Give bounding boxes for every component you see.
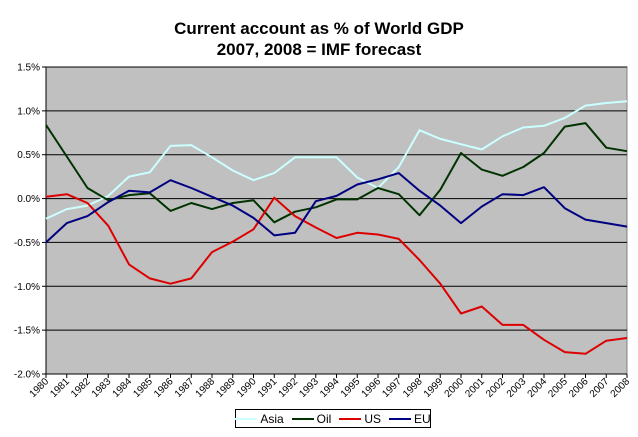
x-tick-label: 1993: [297, 376, 321, 400]
series-line-oil: [45, 122, 628, 224]
x-tick-label: 1994: [318, 376, 342, 400]
x-tick-label: 2006: [567, 376, 591, 400]
x-tick-label: 1998: [401, 376, 425, 400]
x-tick-label: 2000: [443, 376, 467, 400]
x-tick-label: 1984: [111, 376, 135, 400]
legend-label: US: [364, 411, 382, 426]
x-tick-label: 1997: [380, 376, 404, 400]
x-tick-label: 1995: [339, 376, 363, 400]
x-tick-label: 1983: [90, 376, 114, 400]
x-tick-label: 2005: [546, 376, 570, 400]
x-tick-label: 1987: [173, 376, 197, 400]
legend-item-asia: Asia: [235, 411, 284, 426]
x-tick-label: 1989: [214, 376, 238, 400]
x-tick-label: 2001: [463, 376, 487, 400]
y-tick-label: -1.5%: [14, 326, 40, 337]
x-tick-label: 1981: [48, 376, 72, 400]
plot-area: [45, 66, 628, 375]
legend-item-oil: Oil: [291, 411, 332, 426]
y-tick-label: -1.0%: [14, 282, 40, 293]
x-tick-label: 2002: [484, 376, 508, 400]
y-tick-label: 0.5%: [17, 150, 40, 161]
x-tick-label: 1990: [235, 376, 259, 400]
chart-legend: Asia Oil US EU: [235, 409, 431, 428]
legend-swatch: [235, 417, 258, 420]
x-tick-label: 1992: [277, 376, 301, 400]
chart-title: Current account as % of World GDP: [174, 19, 464, 38]
chart-subtitle: 2007, 2008 = IMF forecast: [216, 40, 422, 59]
y-tick-label: 0.0%: [17, 194, 40, 205]
legend-swatch: [339, 417, 362, 420]
x-tick-label: 1982: [69, 376, 93, 400]
x-tick-label: 1988: [194, 376, 218, 400]
x-tick-label: 1985: [131, 376, 155, 400]
x-tick-label: 2004: [526, 376, 550, 400]
x-tick-label: 2007: [588, 376, 612, 400]
legend-label: EU: [414, 411, 431, 426]
y-tick-label: 1.0%: [17, 106, 40, 117]
x-tick-label: 1986: [152, 376, 176, 400]
x-tick-label: 1991: [256, 376, 280, 400]
legend-item-us: US: [339, 412, 381, 426]
y-tick-label: 1.5%: [17, 63, 40, 74]
x-tick-label: 2008: [609, 376, 633, 400]
x-tick-label: 1996: [360, 376, 384, 400]
series-line-asia: [45, 100, 628, 220]
legend-label: Asia: [260, 411, 284, 426]
x-tick-label: 1999: [422, 376, 446, 400]
y-tick-label: -0.5%: [14, 238, 40, 249]
y-tick-label: -2.0%: [14, 370, 40, 381]
x-tick-label: 2003: [505, 376, 529, 400]
legend-swatch: [291, 417, 314, 420]
legend-item-eu: EU: [389, 412, 431, 426]
series-line-us: [45, 193, 628, 355]
legend-swatch: [389, 417, 412, 420]
series-line-eu: [45, 172, 628, 244]
legend-label: Oil: [316, 411, 332, 426]
